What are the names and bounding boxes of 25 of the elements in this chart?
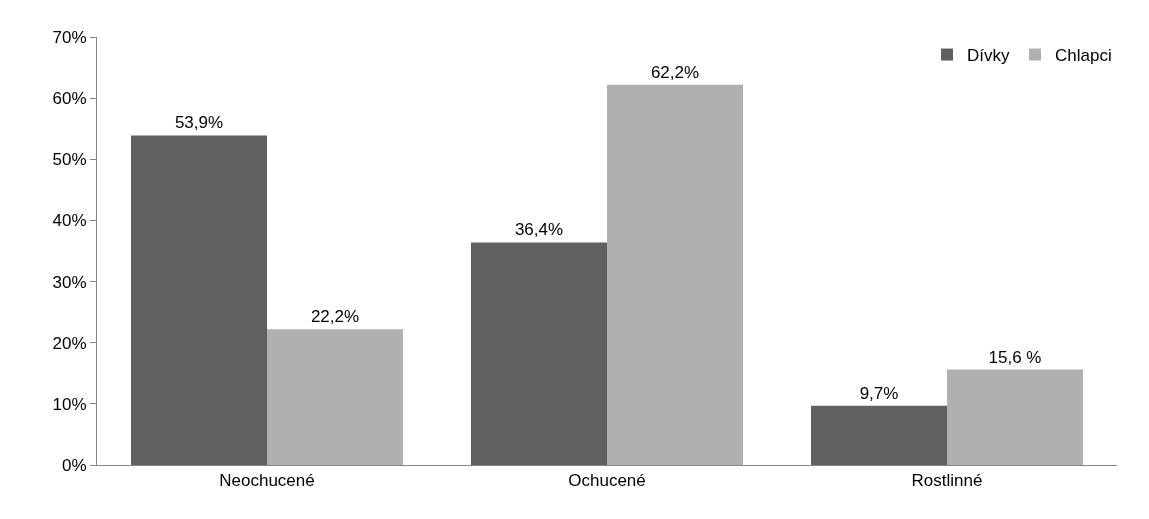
data-label: 36,4%	[514, 220, 564, 240]
legend-label: Chlapci	[1055, 46, 1112, 66]
y-tick-label: 50%	[52, 150, 87, 170]
y-tick-label: 10%	[52, 394, 87, 414]
data-label: 62,2%	[650, 62, 700, 82]
bar	[267, 329, 403, 465]
data-label: 53,9%	[174, 113, 224, 133]
bar	[947, 369, 1083, 465]
x-tick-label: Rostlinné	[911, 471, 983, 491]
y-tick-label: 60%	[52, 89, 87, 109]
y-tick-label: 30%	[52, 272, 87, 292]
bar	[131, 135, 267, 465]
x-tick-label: Ochucené	[568, 471, 646, 491]
data-label: 15,6 %	[988, 347, 1042, 367]
y-tick-label: 70%	[52, 27, 87, 47]
y-tick-label: 40%	[52, 211, 87, 231]
x-tick-label: Neochucené	[219, 471, 315, 491]
bar	[811, 405, 947, 465]
data-label: 22,2%	[310, 307, 360, 327]
bar	[471, 242, 607, 465]
y-tick-label: 20%	[52, 333, 87, 353]
data-label: 9,7%	[859, 383, 899, 403]
y-tick-label: 0%	[62, 455, 87, 475]
bar	[607, 84, 743, 465]
legend-label: Dívky	[967, 46, 1010, 66]
